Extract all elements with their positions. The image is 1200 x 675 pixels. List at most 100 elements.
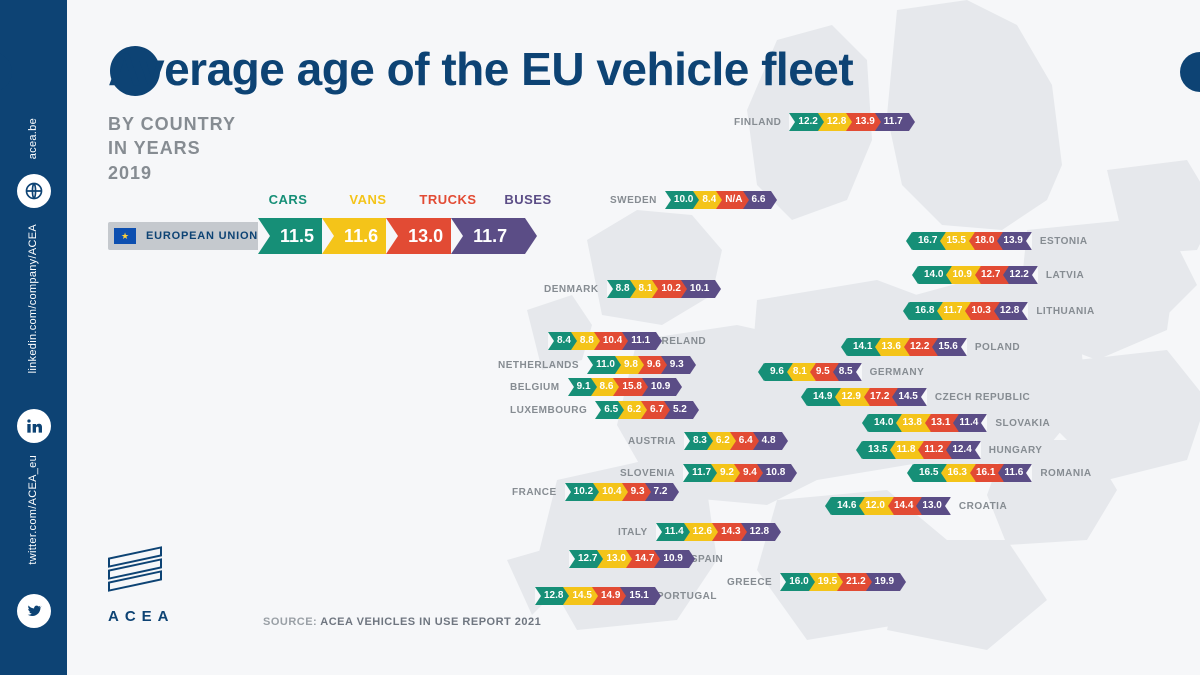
value-cars: 13.5 [862,441,896,459]
country-poland: POLAND 14.113.612.215.6 [847,338,1020,356]
source-text: ACEA VEHICLES IN USE REPORT 2021 [320,616,541,628]
subtitle-line1: BY COUNTRY [108,114,236,134]
country-denmark: DENMARK 8.88.110.210.1 [544,280,709,298]
country-values-strip: 16.715.518.013.9 [912,232,1032,250]
country-values-strip: 13.511.811.212.4 [862,441,981,459]
value-buses: 10.9 [654,550,688,568]
country-italy: ITALY 11.412.614.312.8 [618,523,769,541]
country-values-strip: 12.212.813.911.7 [789,113,902,131]
linkedin-icon [17,409,51,443]
country-label: IRELAND [658,336,706,347]
value-cars: 14.1 [847,338,881,356]
country-luxembourg: LUXEMBOURG 6.56.26.75.2 [510,401,687,419]
value-cars: 14.0 [868,414,902,432]
value-buses: 5.2 [664,401,693,419]
country-croatia: CROATIA14.612.014.413.0 [831,497,1007,515]
subtitle: BY COUNTRY IN YEARS 2019 [108,112,236,185]
legend-vans: VANS [328,192,408,207]
country-label: SLOVENIA [620,468,675,479]
country-label: BELGIUM [510,382,560,393]
subtitle-line3: 2019 [108,163,152,183]
value-cars: 16.5 [913,464,947,482]
value-buses: 9.3 [661,356,690,374]
country-label: GREECE [727,577,772,588]
page-title: Average age of the EU vehicle fleet [108,42,853,96]
country-values-strip: 11.412.614.312.8 [656,523,769,541]
country-estonia: ESTONIA 16.715.518.013.9 [912,232,1088,250]
country-values-strip: 10.08.4N/A6.6 [665,191,766,209]
value-cars: 16.7 [912,232,946,250]
country-label: ITALY [618,527,648,538]
eu-label: EUROPEAN UNION [146,230,258,242]
source-prefix: SOURCE: [263,616,317,628]
side-link-twitter[interactable]: twitter.com/ACEA_eu [27,455,39,565]
country-label: PORTUGAL [657,591,717,602]
twitter-icon [17,594,51,628]
value-buses: 11.7 [875,113,909,131]
value-buses: 7.2 [645,483,674,501]
value-buses: 19.9 [866,573,900,591]
country-greece: GREECE 16.019.521.219.9 [727,573,894,591]
country-germany: GERMANY9.68.19.58.5 [764,363,924,381]
country-values-strip: 6.56.26.75.2 [595,401,687,419]
value-cars: 14.0 [918,266,952,284]
country-values-strip: 16.019.521.219.9 [780,573,894,591]
country-label: SPAIN [691,554,723,565]
country-values-strip: 14.113.612.215.6 [847,338,967,356]
country-label: FINLAND [734,117,781,128]
subtitle-line2: IN YEARS [108,138,201,158]
country-label: ROMANIA [1040,468,1091,479]
left-sidebar: acea.be linkedin.com/company/ACEA twitte… [0,0,67,675]
country-czech-republic: CZECH REPUBLIC 14.912.917.214.5 [807,388,1030,406]
eu-value-buses: 11.7 [451,218,525,254]
country-values-strip: 8.48.810.411.1 [548,332,650,350]
country-values-strip: 16.811.710.312.8 [909,302,1028,320]
country-latvia: LATVIA 14.010.912.712.2 [918,266,1084,284]
eu-value-cars: 11.5 [258,218,332,254]
country-label: DENMARK [544,284,599,295]
country-values-strip: 14.013.813.111.4 [868,414,987,432]
country-values-strip: 9.68.19.58.5 [764,363,862,381]
value-buses: 11.1 [622,332,656,350]
country-label: POLAND [975,342,1020,353]
country-values-strip: 14.912.917.214.5 [807,388,927,406]
country-france: FRANCE10.210.49.37.2 [512,483,667,501]
value-cars: 9.6 [764,363,793,381]
value-buses: 12.8 [741,523,775,541]
country-label: SWEDEN [610,195,657,206]
country-label: CZECH REPUBLIC [935,392,1030,403]
value-buses: 15.1 [620,587,654,605]
country-portugal: PORTUGAL12.814.514.915.1 [535,587,717,605]
side-link-site[interactable]: acea.be [27,118,39,159]
country-lithuania: LITHUANIA16.811.710.312.8 [909,302,1095,320]
country-label: LUXEMBOURG [510,405,587,416]
country-romania: ROMANIA 16.516.316.111.6 [913,464,1092,482]
country-values-strip: 12.713.014.710.9 [569,550,683,568]
country-ireland: IRELAND 8.48.810.411.1 [548,332,706,350]
country-values-strip: 8.88.110.210.1 [607,280,710,298]
country-label: HUNGARY [989,445,1043,456]
country-values-strip: 10.210.49.37.2 [565,483,668,501]
country-spain: SPAIN 12.713.014.710.9 [569,550,723,568]
globe-icon [17,174,51,208]
source-line: SOURCE: ACEA VEHICLES IN USE REPORT 2021 [263,616,541,628]
country-label: LATVIA [1046,270,1084,281]
country-netherlands: NETHERLANDS 11.09.89.69.3 [498,356,684,374]
country-slovenia: SLOVENIA11.79.29.410.8 [620,464,785,482]
country-values-strip: 14.010.912.712.2 [918,266,1038,284]
country-label: ESTONIA [1040,236,1088,247]
decor-corner-right [1180,52,1200,92]
country-slovakia: SLOVAKIA14.013.813.111.4 [868,414,1050,432]
eu-values-strip: 11.511.613.011.7 [258,218,515,254]
eu-value-vans: 11.6 [322,218,396,254]
country-values-strip: 11.09.89.69.3 [587,356,684,374]
country-sweden: SWEDEN 10.08.4N/A6.6 [610,191,765,209]
country-label: NETHERLANDS [498,360,579,371]
legend-cars: CARS [248,192,328,207]
country-finland: FINLAND 12.212.813.911.7 [734,113,903,131]
country-values-strip: 16.516.316.111.6 [913,464,1032,482]
acea-logo-text: ACEA [108,608,175,625]
country-values-strip: 8.36.26.44.8 [684,432,776,450]
side-link-linkedin[interactable]: linkedin.com/company/ACEA [27,224,39,373]
value-cars: 14.6 [831,497,865,515]
